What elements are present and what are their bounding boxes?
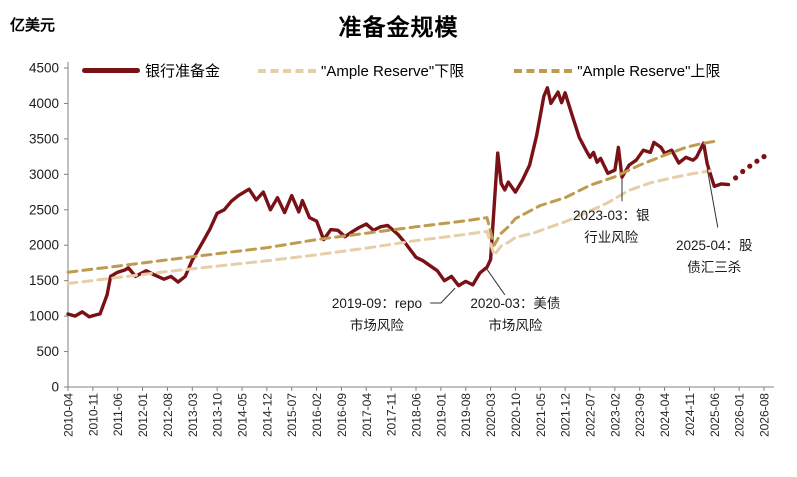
- y-axis-unit-label: 亿美元: [10, 17, 56, 34]
- y-axis-tick-labels: 0 500 1000 1500 2000 2500 3000 3500 4000 4500: [29, 61, 59, 395]
- svg-text:2024-11: 2024-11: [683, 393, 697, 436]
- legend-label: "Ample Reserve"下限: [321, 63, 465, 80]
- svg-text:4500: 4500: [29, 61, 59, 76]
- annotation-leader-line: [706, 168, 719, 228]
- svg-text:2500: 2500: [29, 202, 59, 217]
- annotation-repo-risk: 2019-09：repo 市场风险: [332, 287, 456, 333]
- svg-text:1000: 1000: [29, 309, 59, 324]
- chart-legend: 银行准备金 "Ample Reserve"下限 "Ample Reserve"上限: [82, 60, 720, 81]
- svg-text:2023-09: 2023-09: [633, 393, 647, 437]
- svg-text:2021-12: 2021-12: [559, 393, 573, 437]
- svg-text:2016-09: 2016-09: [335, 393, 349, 437]
- legend-label: "Ample Reserve"上限: [577, 63, 721, 80]
- svg-text:2018-06: 2018-06: [409, 393, 423, 437]
- svg-text:3000: 3000: [29, 167, 59, 182]
- svg-text:2023-02: 2023-02: [608, 393, 622, 437]
- svg-text:2012-08: 2012-08: [161, 393, 175, 437]
- series-ample-lower: [66, 169, 713, 285]
- svg-text:2013-03: 2013-03: [186, 393, 200, 437]
- svg-text:2010-04: 2010-04: [62, 393, 76, 437]
- svg-text:2019-01: 2019-01: [434, 393, 448, 437]
- svg-text:2013-10: 2013-10: [211, 393, 225, 437]
- svg-text:0: 0: [51, 380, 59, 395]
- svg-text:2014-12: 2014-12: [260, 393, 274, 437]
- svg-text:2020-10: 2020-10: [509, 393, 523, 437]
- svg-text:2022-07: 2022-07: [583, 393, 597, 437]
- annotation-triple-selloff: 2025-04：股债汇三杀: [676, 168, 753, 275]
- svg-text:2010-11: 2010-11: [86, 393, 100, 436]
- svg-text:2014-05: 2014-05: [235, 393, 249, 437]
- svg-text:2012-01: 2012-01: [136, 393, 150, 437]
- svg-text:2017-11: 2017-11: [385, 393, 399, 436]
- series-reserves: [66, 86, 731, 319]
- annotation-leader-line: [430, 287, 456, 304]
- legend-dashed-line-swatch: [514, 68, 573, 73]
- svg-text:4000: 4000: [29, 96, 59, 111]
- legend-item-2: "Ample Reserve"上限: [514, 60, 720, 81]
- series-reserves-projection: [733, 154, 767, 181]
- annotation-banking-risk: 2023-03：银行业风险: [573, 178, 650, 245]
- svg-text:2020-03: 2020-03: [484, 393, 498, 437]
- svg-text:2011-06: 2011-06: [111, 393, 125, 436]
- svg-text:2026-01: 2026-01: [733, 393, 747, 437]
- x-axis-tick-labels: 2010-04 2010-11 2011-06 2012-01 2012-08 2013-…: [62, 393, 772, 437]
- axes: [64, 62, 774, 391]
- annotation-text: 2020-03：美债市场风险: [470, 296, 560, 333]
- legend-dashed-line-swatch: [258, 68, 317, 73]
- svg-text:2016-02: 2016-02: [310, 393, 324, 437]
- legend-item-0: 银行准备金: [82, 60, 220, 81]
- svg-text:2015-07: 2015-07: [285, 393, 299, 437]
- annotation-text: 2025-04：股债汇三杀: [676, 238, 753, 275]
- legend-solid-line-swatch: [82, 68, 140, 73]
- legend-item-1: "Ample Reserve"下限: [258, 60, 464, 81]
- svg-text:2025-06: 2025-06: [708, 393, 722, 437]
- annotation-text: 2023-03：银行业风险: [573, 208, 650, 245]
- legend-label: 银行准备金: [145, 63, 221, 80]
- chart-title: 准备金规模: [338, 14, 459, 40]
- svg-text:3500: 3500: [29, 131, 59, 146]
- svg-text:2021-05: 2021-05: [534, 393, 548, 437]
- svg-text:2024-04: 2024-04: [658, 393, 672, 437]
- svg-text:2017-04: 2017-04: [360, 393, 374, 437]
- svg-text:500: 500: [36, 344, 59, 359]
- svg-text:2019-08: 2019-08: [459, 393, 473, 437]
- svg-text:2026-08: 2026-08: [757, 393, 771, 437]
- svg-text:2000: 2000: [29, 238, 59, 253]
- annotation-leader-line: [486, 269, 506, 296]
- series-ample-upper: [66, 139, 716, 274]
- annotation-ust-risk: 2020-03：美债市场风险: [470, 269, 560, 333]
- svg-text:1500: 1500: [29, 273, 59, 288]
- annotation-text: 2019-09：repo 市场风险: [332, 296, 422, 333]
